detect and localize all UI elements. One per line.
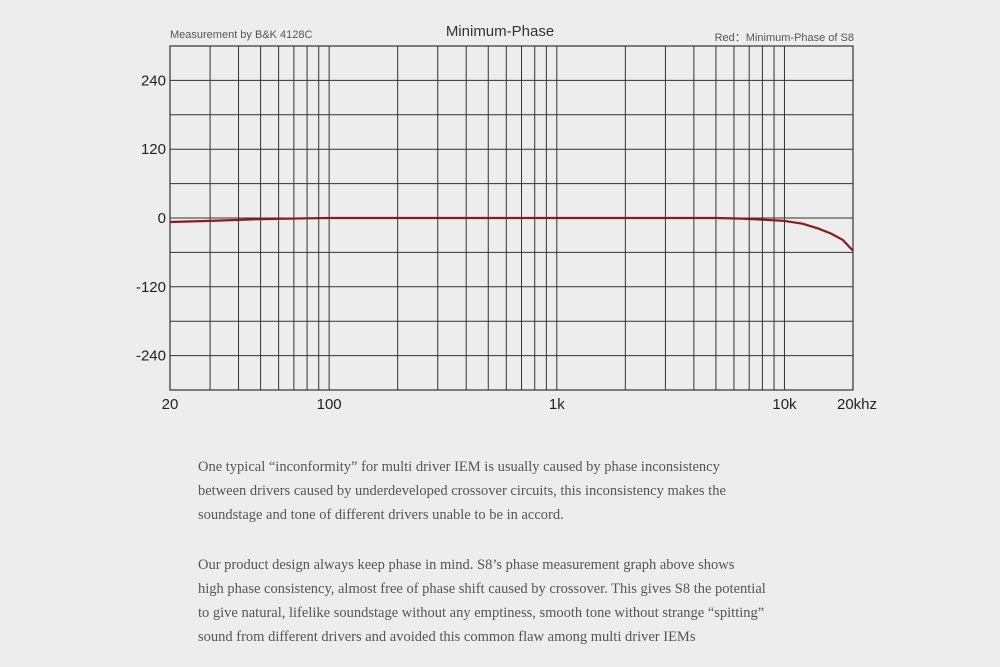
chart-title: Minimum-Phase — [445, 23, 555, 40]
series-layer — [169, 216, 854, 252]
x-tick-label: 20khz — [837, 396, 877, 413]
y-axis: 240 120 0 -120 -240 — [136, 72, 166, 364]
y-tick-label: 240 — [141, 72, 166, 89]
phase-chart: 240 120 0 -120 -240 20 100 1k 10k 20khz — [136, 45, 877, 413]
paragraph-1-line: One typical “inconformity” for multi dri… — [198, 459, 720, 475]
x-tick-label: 20 — [162, 396, 179, 413]
x-tick-label: 1k — [549, 396, 565, 413]
series-line-s8-phase — [169, 216, 854, 252]
y-tick-label: 120 — [141, 141, 166, 158]
x-axis: 20 100 1k 10k 20khz — [162, 396, 877, 413]
paragraph-1-line: soundstage and tone of different drivers… — [198, 507, 564, 523]
x-tick-label: 10k — [772, 396, 797, 413]
paragraph-2-line: Our product design always keep phase in … — [198, 557, 735, 573]
description-paragraph-2: Our product design always keep phase in … — [198, 553, 838, 649]
legend-note: Red：Minimum-Phase of S8 — [714, 32, 854, 44]
measurement-note: Measurement by B&K 4128C — [170, 29, 313, 41]
y-tick-label: -120 — [136, 279, 166, 296]
paragraph-2-line: high phase consistency, almost free of p… — [198, 581, 766, 597]
description-paragraph-1: One typical “inconformity” for multi dri… — [198, 455, 838, 527]
y-tick-label: -240 — [136, 348, 166, 365]
paragraph-2-line: to give natural, lifelike soundstage wit… — [198, 605, 765, 621]
paragraph-1-line: between drivers caused by underdeveloped… — [198, 483, 726, 499]
x-tick-label: 100 — [317, 396, 342, 413]
y-tick-label: 0 — [158, 210, 166, 227]
paragraph-2-line: sound from different drivers and avoided… — [198, 629, 696, 645]
